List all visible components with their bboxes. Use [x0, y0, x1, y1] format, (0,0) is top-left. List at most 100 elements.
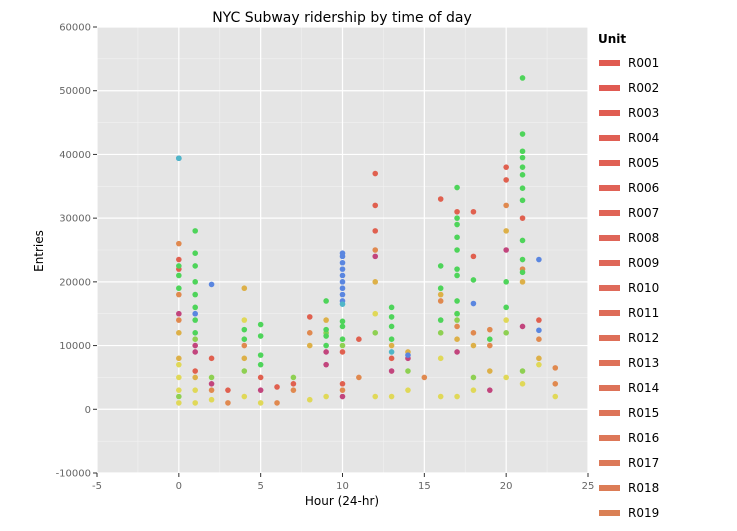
- legend-swatch: [599, 160, 620, 166]
- data-point: [454, 317, 460, 323]
- data-point: [339, 387, 346, 393]
- data-point: [339, 381, 346, 387]
- data-point: [339, 266, 346, 272]
- legend-swatch: [599, 335, 620, 341]
- legend-swatch: [599, 310, 620, 316]
- legend-swatch: [599, 410, 620, 416]
- legend-swatch: [599, 485, 620, 491]
- data-point: [454, 247, 460, 253]
- data-points: [176, 75, 559, 406]
- data-point: [306, 342, 313, 349]
- data-point: [192, 279, 198, 285]
- data-point: [487, 326, 493, 333]
- data-point: [356, 336, 362, 343]
- legend-entry: R017: [628, 456, 659, 470]
- data-point: [176, 263, 182, 269]
- data-point: [519, 381, 526, 387]
- data-point: [552, 365, 559, 371]
- legend-entry: R014: [628, 381, 659, 395]
- y-tick-label: 50000: [59, 86, 91, 97]
- y-tick-label: 0: [85, 405, 91, 416]
- plot-area: [96, 26, 589, 474]
- data-point: [290, 381, 297, 387]
- data-point: [192, 310, 198, 317]
- data-point: [257, 387, 264, 393]
- data-point: [470, 387, 477, 393]
- data-point: [536, 336, 542, 343]
- data-point: [241, 368, 248, 374]
- data-point: [388, 323, 395, 330]
- data-point: [536, 256, 542, 263]
- data-point: [208, 381, 215, 387]
- data-point: [323, 326, 329, 333]
- data-point: [274, 384, 280, 390]
- data-point: [372, 247, 379, 253]
- data-point: [225, 400, 231, 406]
- data-point: [437, 393, 444, 400]
- data-point: [519, 164, 526, 170]
- data-point: [519, 269, 526, 276]
- data-point: [536, 355, 542, 362]
- data-point: [192, 304, 198, 311]
- data-point: [388, 393, 395, 400]
- data-point: [454, 208, 460, 215]
- data-point: [176, 291, 182, 298]
- legend-entry: R003: [628, 106, 659, 120]
- y-tick-label: 40000: [59, 150, 91, 161]
- legend-swatch: [599, 135, 620, 141]
- data-point: [519, 323, 526, 330]
- data-point: [372, 330, 379, 336]
- data-point: [176, 317, 182, 323]
- data-point: [306, 330, 313, 336]
- legend-entry: R010: [628, 281, 659, 295]
- data-point: [388, 349, 395, 355]
- data-point: [487, 387, 493, 393]
- data-point: [208, 396, 215, 403]
- data-point: [323, 361, 329, 368]
- data-point: [323, 317, 329, 323]
- data-point: [176, 330, 182, 336]
- x-tick-label: 25: [582, 481, 595, 492]
- data-point: [503, 317, 509, 323]
- data-point: [503, 279, 509, 285]
- legend-swatch: [599, 460, 620, 466]
- data-point: [176, 361, 182, 368]
- legend-title: Unit: [598, 32, 626, 46]
- data-point: [241, 355, 248, 362]
- data-point: [257, 333, 264, 339]
- data-point: [454, 336, 460, 343]
- data-point: [192, 400, 198, 406]
- data-point: [241, 326, 248, 333]
- data-point: [306, 396, 313, 403]
- data-point: [339, 285, 346, 292]
- data-point: [241, 285, 248, 292]
- data-point: [503, 304, 509, 311]
- data-point: [503, 330, 509, 336]
- y-tick-label: 10000: [59, 341, 91, 352]
- legend-entry: R004: [628, 131, 659, 145]
- data-point: [257, 352, 264, 358]
- legend-swatch: [599, 85, 620, 91]
- x-tick-label: 10: [336, 481, 349, 492]
- data-point: [470, 277, 477, 283]
- data-point: [372, 228, 379, 234]
- data-point: [503, 164, 509, 170]
- data-point: [192, 336, 198, 343]
- data-point: [454, 310, 460, 317]
- data-point: [536, 317, 542, 323]
- chart-title: NYC Subway ridership by time of day: [212, 10, 472, 26]
- data-point: [192, 368, 198, 374]
- data-point: [519, 131, 526, 137]
- data-point: [339, 349, 346, 355]
- data-point: [192, 330, 198, 336]
- data-point: [388, 336, 395, 343]
- data-point: [323, 333, 329, 339]
- data-point: [388, 304, 395, 311]
- data-point: [519, 237, 526, 244]
- y-tick-label: 30000: [59, 214, 91, 225]
- data-point: [536, 361, 542, 368]
- data-point: [241, 317, 248, 323]
- data-point: [470, 300, 477, 307]
- data-point: [339, 342, 346, 349]
